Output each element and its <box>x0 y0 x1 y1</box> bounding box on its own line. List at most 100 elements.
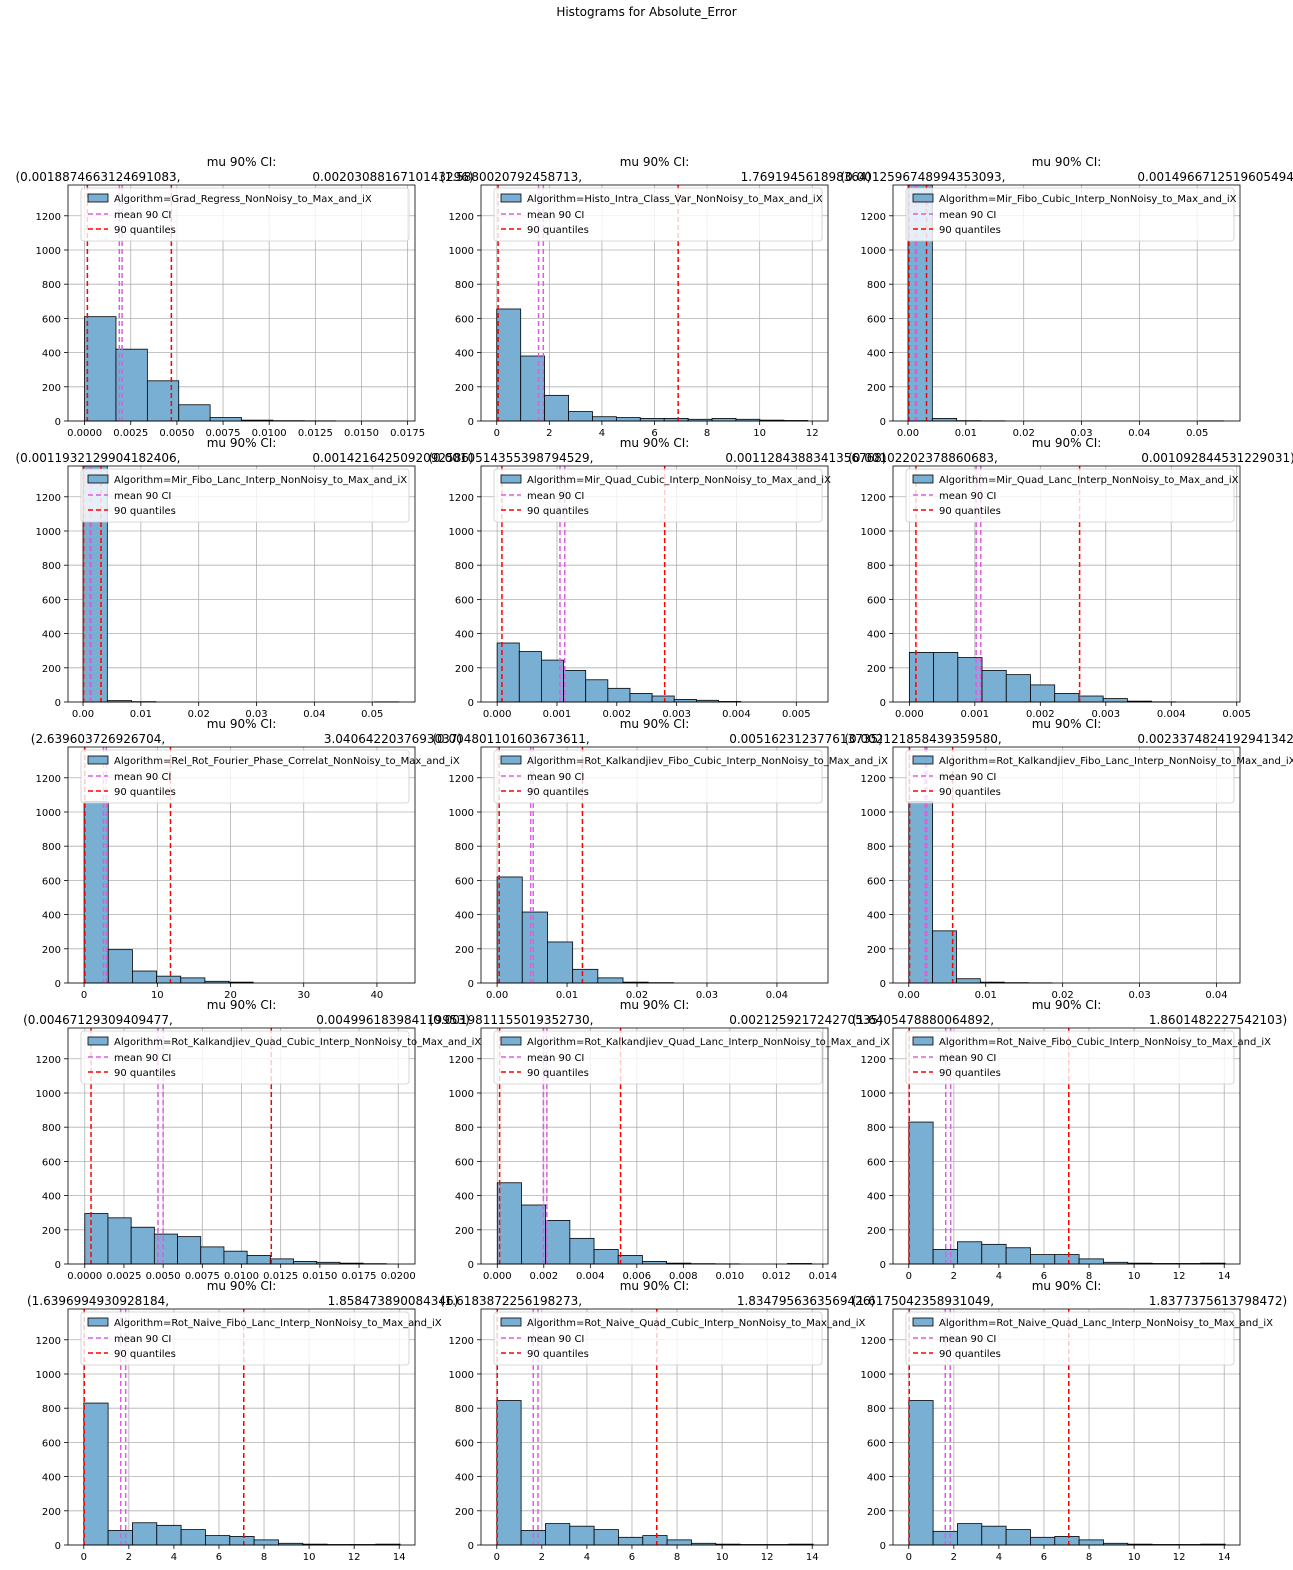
legend-swatch-bar <box>912 1036 934 1046</box>
histogram-bar <box>496 1400 522 1546</box>
ci-upper-bound: 1.8347956363569426) <box>737 1294 875 1308</box>
x-tick-label: 0 <box>494 1552 500 1563</box>
x-tick-label: 0 <box>494 428 500 439</box>
histogram-bar <box>205 1535 231 1546</box>
legend-box <box>80 1311 410 1366</box>
histogram-bar <box>629 693 653 703</box>
ci-lower-bound: (1.5880020792458713, <box>440 170 582 184</box>
x-tick-label: 2 <box>539 1552 545 1563</box>
x-tick-label: 0.01 <box>955 428 977 439</box>
legend-label-quantiles: 90 quantiles <box>114 1349 176 1360</box>
y-tick-label: 1000 <box>861 246 886 257</box>
x-tick-label: 0.0050 <box>159 428 194 439</box>
histogram-bar <box>547 941 574 984</box>
histogram-bar <box>496 876 523 984</box>
legend-box <box>493 187 823 242</box>
legend-label-quantiles: 90 quantiles <box>939 506 1001 517</box>
ci-lower-bound: (0.0018874663124691083, <box>15 170 180 184</box>
legend-label-quantiles: 90 quantiles <box>939 1349 1001 1360</box>
histogram-bar <box>597 977 624 984</box>
y-tick-label: 1200 <box>449 1055 474 1066</box>
x-tick-label: 0.04 <box>303 709 325 720</box>
x-tick-label: 6 <box>1041 1271 1047 1282</box>
legend-box <box>493 468 823 523</box>
ci-upper-bound: 0.005162312377613735) <box>729 732 883 746</box>
y-tick-label: 1000 <box>449 808 474 819</box>
axes-frame <box>480 1308 829 1546</box>
legend-swatch-bar <box>87 1036 109 1046</box>
histogram-bar <box>933 652 959 703</box>
x-tick-label: 12 <box>761 1552 774 1563</box>
x-tick-label: 0.000 <box>895 709 924 720</box>
legend-label-quantiles: 90 quantiles <box>939 1068 1001 1079</box>
y-tick-label: 0 <box>468 1260 474 1271</box>
histogram-bar <box>1102 698 1128 703</box>
legend-label-mean: mean 90 CI <box>527 491 584 502</box>
y-tick-label: 800 <box>42 1123 61 1134</box>
y-tick-label: 800 <box>455 1404 474 1415</box>
x-tick-label: 0.02 <box>188 709 210 720</box>
x-tick-label: 10 <box>1128 1271 1141 1282</box>
subplot-title: mu 90% CI: <box>207 436 277 450</box>
y-tick-label: 200 <box>455 1507 474 1518</box>
y-tick-label: 1200 <box>861 1336 886 1347</box>
histogram-bar <box>1005 1529 1031 1546</box>
x-tick-label: 4 <box>171 1552 177 1563</box>
y-tick-label: 0 <box>880 698 886 709</box>
x-tick-label: 14 <box>806 1552 819 1563</box>
axes-frame <box>67 465 416 703</box>
axes-frame <box>67 1308 416 1546</box>
x-tick-label: 4 <box>599 428 605 439</box>
ci-lower-bound: (0.0010514355398794529, <box>428 451 593 465</box>
y-tick-label: 1200 <box>861 212 886 223</box>
x-tick-label: 0 <box>906 1552 912 1563</box>
y-tick-label: 800 <box>455 561 474 572</box>
y-tick-label: 600 <box>867 1157 886 1168</box>
subplot-8: 0.00 0.01 0.02 0.03 0.04 0 200 400 600 800 1000 120… <box>432 717 888 1001</box>
legend-label-algorithm: Algorithm=Grad_Regress_NonNoisy_to_Max_a… <box>114 194 372 205</box>
histogram-bar <box>180 977 206 984</box>
y-tick-label: 0 <box>55 1541 61 1552</box>
legend-label-algorithm: Algorithm=Rot_Naive_Fibo_Cubic_Interp_No… <box>939 1037 1271 1048</box>
histogram-bar <box>908 1400 934 1546</box>
histogram-bar <box>563 669 587 703</box>
axes-frame <box>892 184 1241 422</box>
x-tick-label: 0.0025 <box>106 1271 141 1282</box>
legend-label-quantiles: 90 quantiles <box>939 787 1001 798</box>
y-tick-label: 1000 <box>36 1089 61 1100</box>
y-tick-label: 0 <box>880 1260 886 1271</box>
x-tick-label: 0.002 <box>602 709 631 720</box>
histogram-bar <box>544 394 569 422</box>
x-tick-label: 8 <box>1086 1552 1092 1563</box>
subplot-title: mu 90% CI: <box>620 436 690 450</box>
x-tick-label: 0.02 <box>1013 428 1035 439</box>
histogram-bar <box>107 1217 132 1265</box>
histogram-bar <box>1054 1254 1080 1265</box>
y-tick-label: 200 <box>867 383 886 394</box>
histogram-bar <box>607 687 631 703</box>
y-tick-label: 800 <box>455 280 474 291</box>
histogram-bar <box>518 651 542 703</box>
histogram-bar <box>180 1529 206 1546</box>
x-tick-label: 0.0025 <box>113 428 148 439</box>
subplot-10: 0.0000 0.0025 0.0050 0.0075 0.0100 0.0125 0.01… <box>23 998 481 1282</box>
histogram-bar <box>569 1237 595 1265</box>
y-tick-label: 1000 <box>861 527 886 538</box>
x-tick-label: 0.04 <box>1128 428 1150 439</box>
legend-label-algorithm: Algorithm=Mir_Quad_Cubic_Interp_NonNoisy… <box>527 475 831 486</box>
y-tick-label: 1000 <box>36 1370 61 1381</box>
subplot-6: 0.000 0.001 0.002 0.003 0.004 0.005 0 200 400 600… <box>848 436 1293 720</box>
legend-box <box>905 1311 1235 1366</box>
y-tick-label: 200 <box>42 945 61 956</box>
x-tick-label: 20 <box>224 990 237 1001</box>
y-tick-label: 600 <box>867 595 886 606</box>
histogram-bar <box>115 348 148 422</box>
y-tick-label: 600 <box>455 595 474 606</box>
histogram-bar <box>981 669 1007 703</box>
histogram-bar <box>1054 1536 1080 1546</box>
y-tick-label: 200 <box>42 1226 61 1237</box>
legend-label-algorithm: Algorithm=Mir_Quad_Lanc_Interp_NonNoisy_… <box>939 475 1239 486</box>
y-tick-label: 0 <box>55 1260 61 1271</box>
y-tick-label: 800 <box>867 842 886 853</box>
y-tick-label: 800 <box>867 280 886 291</box>
